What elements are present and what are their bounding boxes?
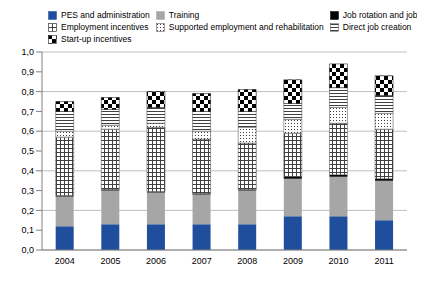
html-text:PES and administration: PES and administration bbox=[61, 10, 150, 20]
svg-text:2008: 2008 bbox=[237, 256, 257, 266]
svg-text:2009: 2009 bbox=[283, 256, 303, 266]
svg-text:0,6: 0,6 bbox=[21, 126, 34, 136]
svg-text:0,5: 0,5 bbox=[21, 146, 34, 156]
svg-text:2011: 2011 bbox=[375, 256, 394, 266]
svg-text:2006: 2006 bbox=[146, 256, 166, 266]
svg-text:0,7: 0,7 bbox=[21, 107, 34, 117]
svg-text:0,0: 0,0 bbox=[21, 245, 34, 255]
html-text:Supported employment and rehab: Supported employment and rehabilitation bbox=[168, 22, 324, 32]
svg-text:0,8: 0,8 bbox=[21, 87, 34, 97]
svg-text:2005: 2005 bbox=[100, 256, 120, 266]
svg-text:1,0: 1,0 bbox=[21, 47, 34, 57]
html-text:Start-up incentives: Start-up incentives bbox=[61, 34, 132, 44]
html-text:Direct job creation: Direct job creation bbox=[342, 22, 412, 32]
svg-text:2007: 2007 bbox=[192, 256, 212, 266]
svg-text:0,1: 0,1 bbox=[21, 225, 34, 235]
html-text:Training: Training bbox=[168, 10, 200, 20]
svg-text:0,9: 0,9 bbox=[21, 67, 34, 77]
svg-text:0,4: 0,4 bbox=[21, 166, 34, 176]
svg-text:2010: 2010 bbox=[329, 256, 349, 266]
svg-text:2004: 2004 bbox=[55, 256, 75, 266]
html-text:Employment incentives: Employment incentives bbox=[61, 22, 149, 32]
svg-text:0,3: 0,3 bbox=[21, 186, 34, 196]
svg-text:0,2: 0,2 bbox=[21, 206, 34, 216]
